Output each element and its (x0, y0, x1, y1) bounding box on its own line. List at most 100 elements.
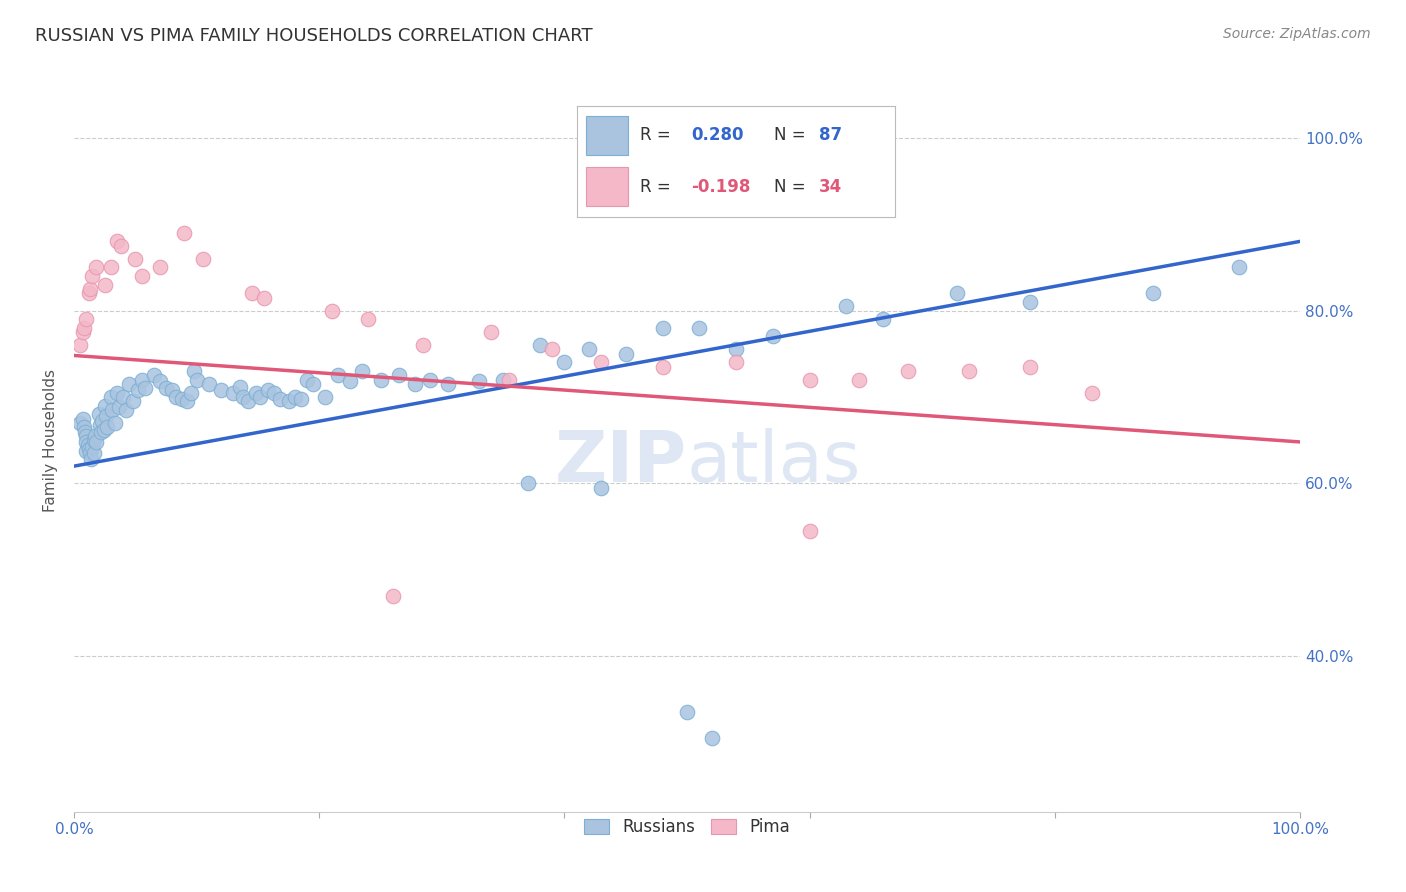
Point (339, 375, 361, 389)
Point (149, 260, 172, 275)
Point (83, 433, 105, 447)
Point (75, 443, 97, 458)
Point (180, 385, 202, 400)
Point (762, 329, 785, 343)
Point (83, 446, 105, 460)
Point (73, 420, 96, 434)
Point (467, 375, 489, 389)
Point (437, 377, 460, 392)
Point (799, 373, 821, 387)
Point (370, 373, 392, 387)
Point (591, 481, 613, 495)
Point (105, 235, 128, 249)
Y-axis label: Family Households: Family Households (44, 368, 58, 512)
Point (263, 385, 285, 400)
Point (404, 377, 426, 392)
Point (124, 252, 146, 266)
Text: Source: ZipAtlas.com: Source: ZipAtlas.com (1223, 27, 1371, 41)
Point (105, 385, 128, 400)
Point (84, 434, 107, 449)
Point (1019, 294, 1042, 309)
Point (108, 401, 131, 415)
Point (87, 407, 110, 421)
Point (80, 452, 103, 467)
Point (957, 364, 980, 378)
Point (529, 338, 551, 352)
Point (103, 416, 125, 430)
Point (96, 420, 118, 434)
Point (1080, 385, 1102, 400)
Point (76, 437, 98, 451)
Point (284, 390, 307, 404)
Point (149, 375, 172, 389)
Point (131, 268, 153, 283)
Point (176, 394, 198, 409)
Point (100, 260, 122, 275)
Point (352, 364, 374, 378)
Point (72, 411, 94, 425)
Point (651, 359, 673, 374)
Point (79, 282, 101, 296)
Point (186, 373, 208, 387)
Point (142, 368, 165, 383)
Point (101, 403, 124, 417)
Point (114, 403, 136, 417)
Point (872, 312, 894, 326)
Point (89, 417, 111, 432)
Point (314, 390, 336, 404)
Point (122, 394, 145, 409)
Point (155, 381, 177, 395)
Point (94, 409, 117, 423)
Point (93, 423, 115, 437)
Point (553, 355, 575, 369)
Point (245, 385, 267, 400)
Point (240, 286, 263, 301)
Point (253, 291, 276, 305)
Text: ZIP: ZIP (555, 428, 688, 497)
Point (100, 390, 122, 404)
Point (249, 390, 271, 404)
Point (93, 399, 115, 413)
Point (127, 383, 149, 397)
Point (479, 325, 502, 339)
Point (498, 373, 520, 387)
Point (209, 383, 232, 397)
Point (945, 286, 967, 301)
Point (183, 364, 205, 378)
Point (165, 390, 187, 404)
Point (302, 377, 325, 392)
Point (541, 343, 564, 357)
Point (72, 325, 94, 339)
Point (277, 394, 299, 409)
Text: atlas: atlas (688, 428, 862, 497)
Point (1142, 286, 1164, 301)
Point (614, 347, 637, 361)
Point (799, 524, 821, 538)
Point (321, 303, 343, 318)
Point (835, 299, 858, 313)
Point (357, 312, 380, 326)
Point (75, 434, 97, 449)
Point (388, 368, 411, 383)
Point (848, 373, 870, 387)
Point (326, 368, 349, 383)
Point (118, 377, 141, 392)
Point (77, 286, 100, 301)
Point (269, 392, 291, 406)
Point (75, 425, 97, 439)
Point (651, 321, 673, 335)
Point (897, 364, 920, 378)
Point (73, 321, 96, 335)
Point (591, 355, 613, 369)
Point (1019, 359, 1042, 374)
Point (110, 238, 132, 252)
Point (725, 343, 748, 357)
Point (131, 373, 153, 387)
Point (82, 268, 104, 283)
Point (69, 338, 91, 352)
Point (1227, 260, 1250, 275)
Point (725, 355, 748, 369)
Point (75, 312, 97, 326)
Point (578, 343, 600, 357)
Point (77, 442, 100, 456)
